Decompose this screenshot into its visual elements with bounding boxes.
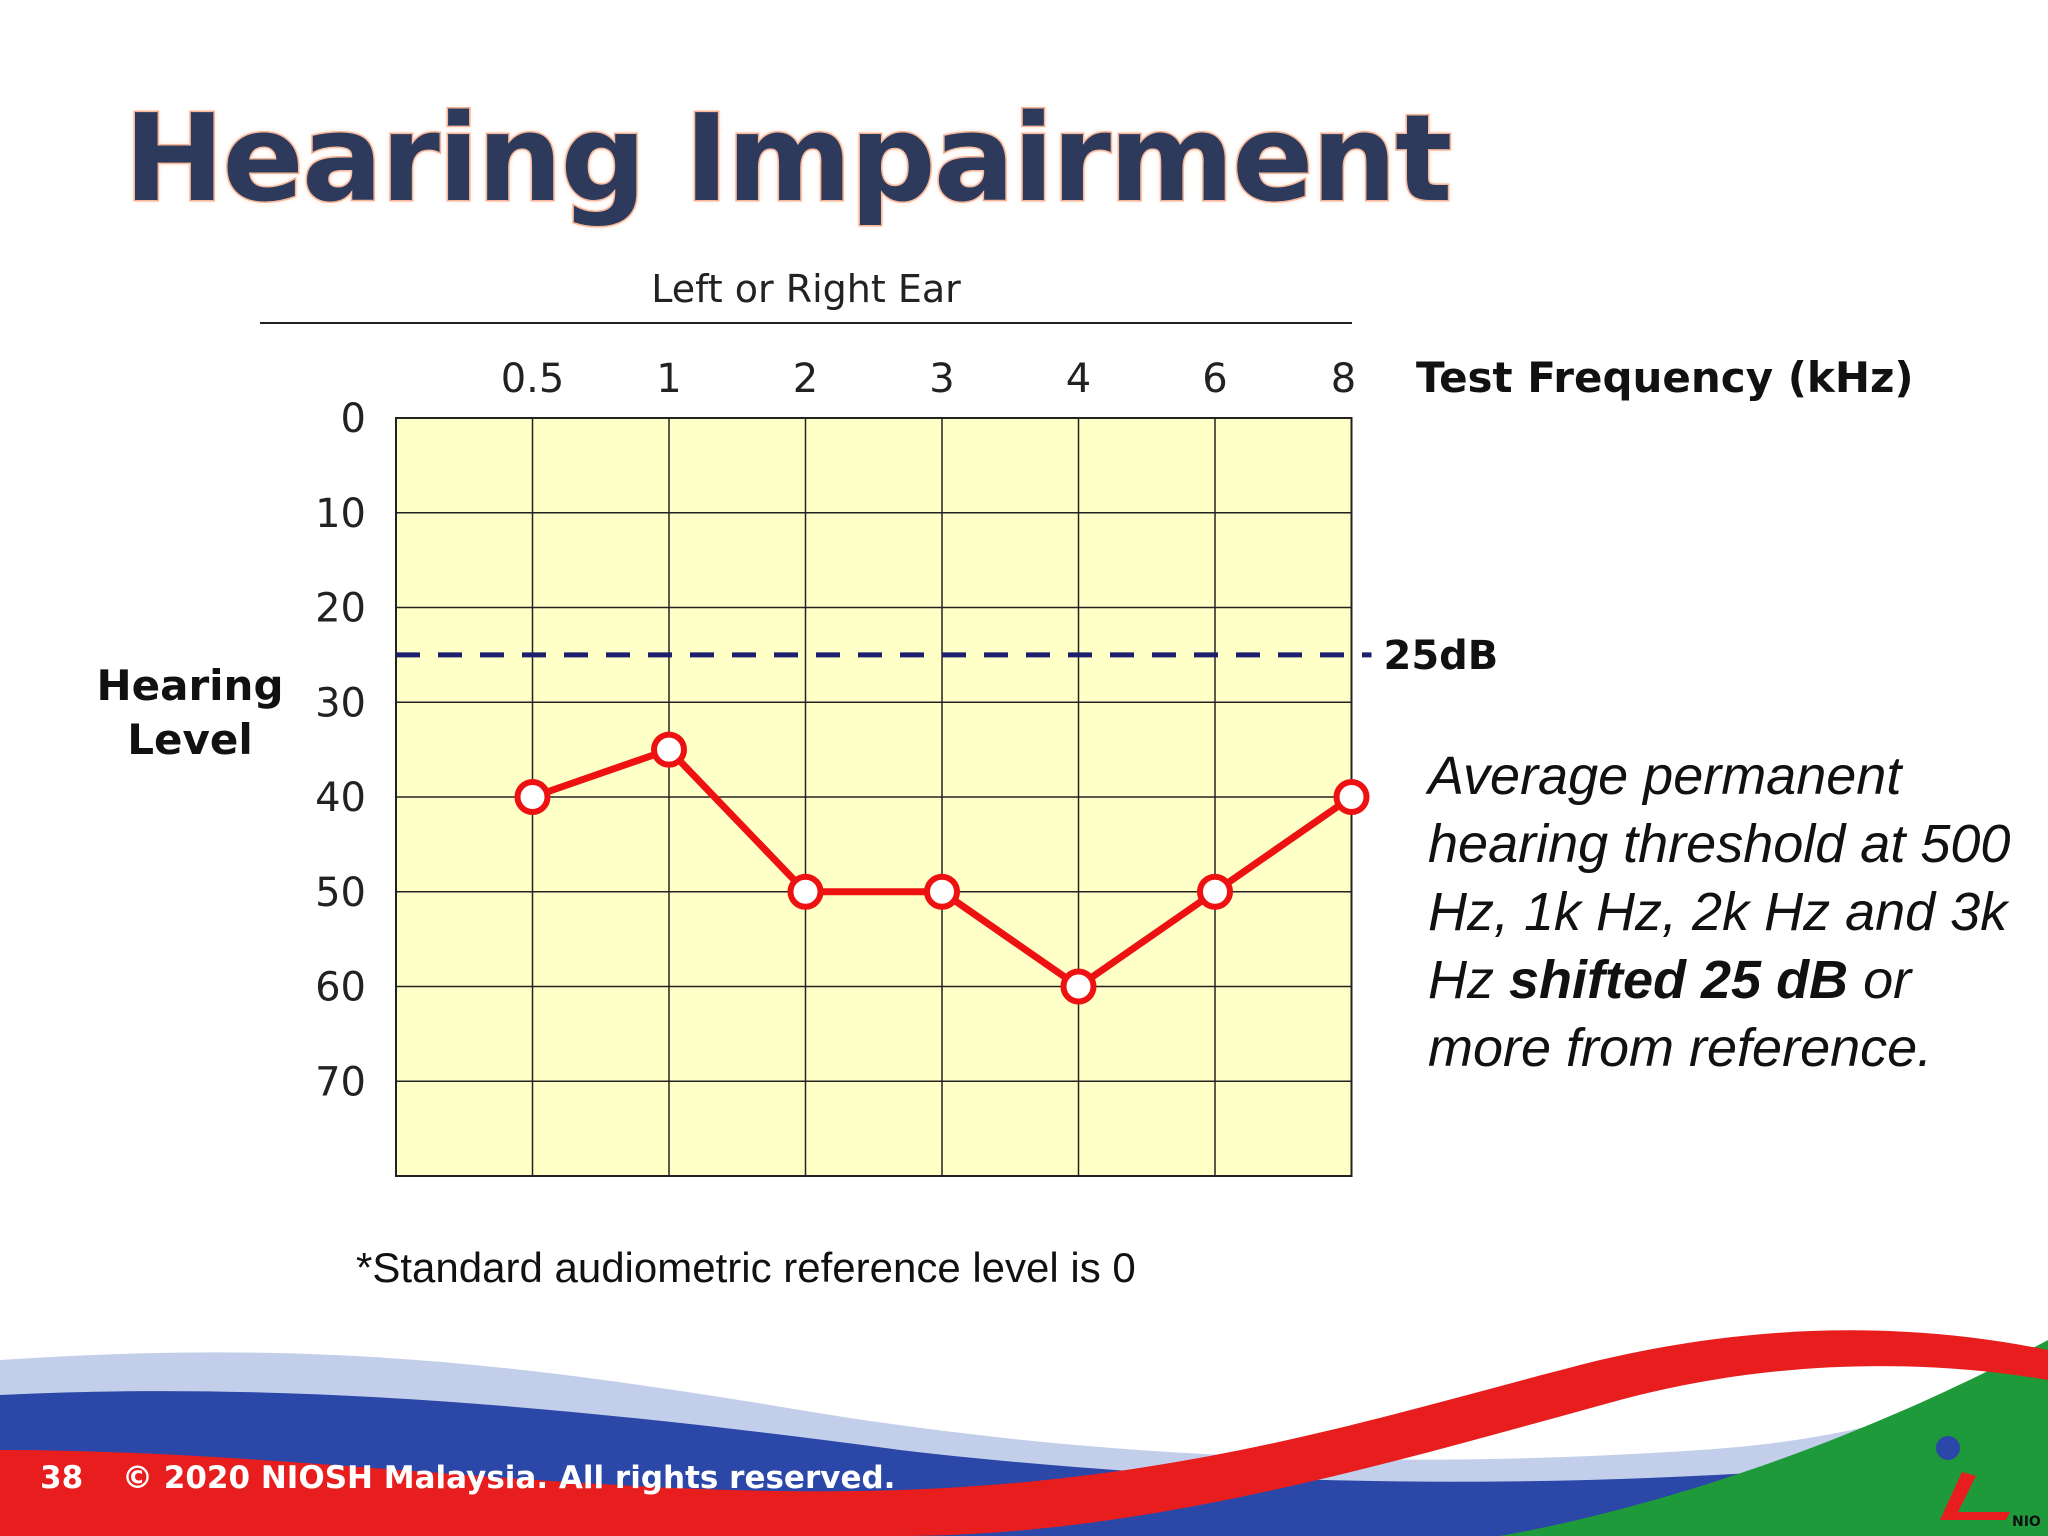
chart-title: Left or Right Ear (651, 267, 961, 311)
data-point-marker (1060, 968, 1097, 1005)
x-axis-label: Test Frequency (kHz) (1416, 353, 1914, 402)
x-tick-label: 0.5 (501, 356, 565, 402)
page-number: 38 (40, 1460, 84, 1496)
y-tick-label: 40 (315, 775, 366, 821)
y-tick-label: 0 (341, 396, 366, 442)
y-axis-label-line1: Hearing (96, 661, 283, 710)
description-text-1: Average permanent hearing threshold at 5… (1428, 746, 2011, 1010)
y-tick-label: 60 (315, 965, 366, 1011)
y-axis-label-line2: Level (127, 715, 253, 764)
x-tick-label: 3 (929, 356, 954, 402)
data-point-marker (651, 731, 687, 768)
data-point-marker (514, 779, 551, 815)
y-tick-label: 20 (315, 586, 366, 632)
x-tick-label: 6 (1202, 356, 1227, 402)
slide-title: Hearing Impairment (122, 90, 1453, 229)
data-point-marker (1333, 779, 1370, 815)
niosh-logo: NIOSH (1910, 1436, 2040, 1530)
reference-line-label: 25dB (1384, 633, 1499, 679)
description-bold: shifted 25 dB (1509, 950, 1849, 1010)
data-point-marker (787, 873, 824, 910)
y-tick-label: 10 (315, 491, 366, 537)
x-tick-label: 8 (1331, 356, 1356, 402)
reference-footnote: *Standard audiometric reference level is… (356, 1244, 1136, 1291)
data-point-marker (924, 873, 960, 910)
description-text-2: or more from reference. (1428, 950, 1933, 1078)
copyright-text: © 2020 NIOSH Malaysia. All rights reserv… (122, 1460, 896, 1496)
svg-text:NIOSH: NIOSH (2012, 1514, 2040, 1530)
impairment-description: Average permanent hearing threshold at 5… (1428, 742, 2028, 1082)
data-point-marker (1197, 873, 1233, 910)
x-tick-label: 2 (793, 356, 818, 402)
y-tick-label: 30 (315, 680, 366, 726)
x-tick-label: 4 (1066, 356, 1091, 402)
x-tick-label: 1 (656, 356, 681, 402)
y-tick-label: 50 (315, 870, 366, 916)
footer-swoosh (0, 1330, 2048, 1536)
y-tick-label: 70 (315, 1059, 366, 1105)
